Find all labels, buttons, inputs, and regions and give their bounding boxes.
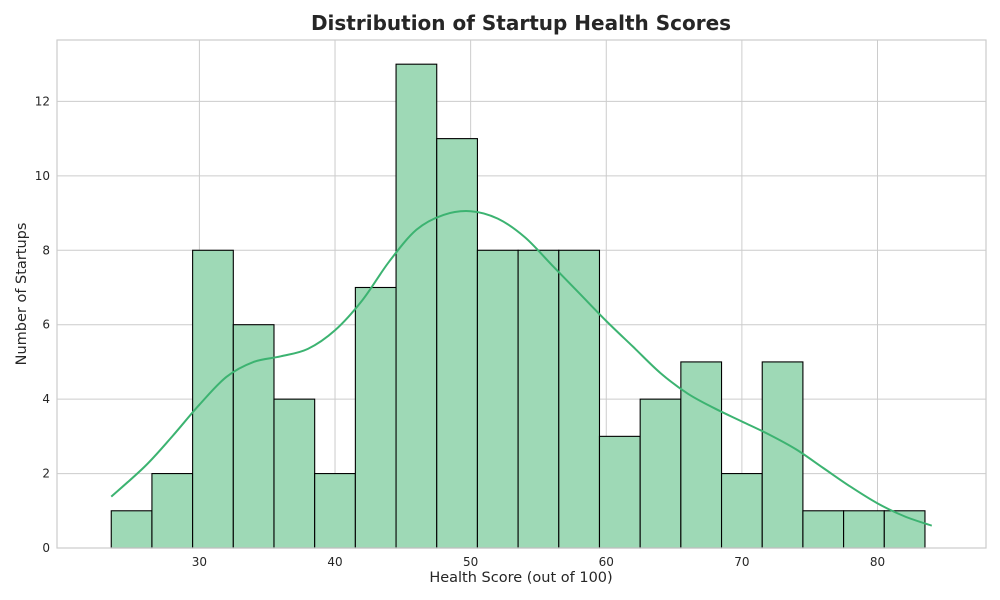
y-tick-labels: 0 2 4 6 8 10 12 bbox=[35, 94, 50, 555]
x-axis-label: Health Score (out of 100) bbox=[429, 570, 612, 586]
x-tick-label: 60 bbox=[599, 555, 614, 569]
y-tick-label: 4 bbox=[42, 392, 50, 406]
histogram-bar bbox=[476, 249, 519, 549]
histogram-bar bbox=[314, 473, 356, 549]
x-tick-labels: 30 40 50 60 70 80 bbox=[192, 555, 885, 569]
histogram-bar bbox=[761, 361, 804, 549]
histogram-bars bbox=[110, 63, 926, 549]
histogram-bar bbox=[802, 510, 845, 549]
plot-frame bbox=[56, 39, 987, 549]
histogram-bar bbox=[639, 398, 682, 549]
histogram-bar bbox=[843, 510, 885, 549]
y-axis-label: Number of Startups bbox=[14, 223, 30, 366]
y-tick-label: 0 bbox=[42, 541, 50, 555]
histogram-bar bbox=[273, 398, 316, 549]
histogram-bar bbox=[558, 249, 601, 549]
histogram-bar bbox=[151, 473, 194, 549]
histogram-bar bbox=[110, 510, 153, 549]
histogram-bar bbox=[720, 473, 763, 549]
x-tick-label: 40 bbox=[327, 555, 342, 569]
x-tick-label: 50 bbox=[463, 555, 478, 569]
y-tick-label: 8 bbox=[42, 243, 50, 257]
kde-curve bbox=[110, 210, 933, 527]
y-tick-label: 12 bbox=[35, 94, 50, 108]
histogram-bar bbox=[517, 249, 560, 549]
histogram-bar bbox=[192, 249, 234, 549]
y-tick-label: 10 bbox=[35, 169, 50, 183]
y-tick-label: 6 bbox=[42, 318, 50, 332]
y-tick-label: 2 bbox=[42, 467, 50, 481]
histogram-bar bbox=[436, 138, 478, 549]
histogram-bar bbox=[680, 361, 723, 549]
histogram-bar bbox=[354, 286, 397, 549]
x-tick-label: 30 bbox=[192, 555, 207, 569]
x-tick-label: 70 bbox=[734, 555, 749, 569]
histogram-bar bbox=[598, 435, 641, 549]
histogram-bar bbox=[395, 63, 438, 549]
chart-title: Distribution of Startup Health Scores bbox=[311, 11, 731, 35]
x-tick-label: 80 bbox=[870, 555, 885, 569]
